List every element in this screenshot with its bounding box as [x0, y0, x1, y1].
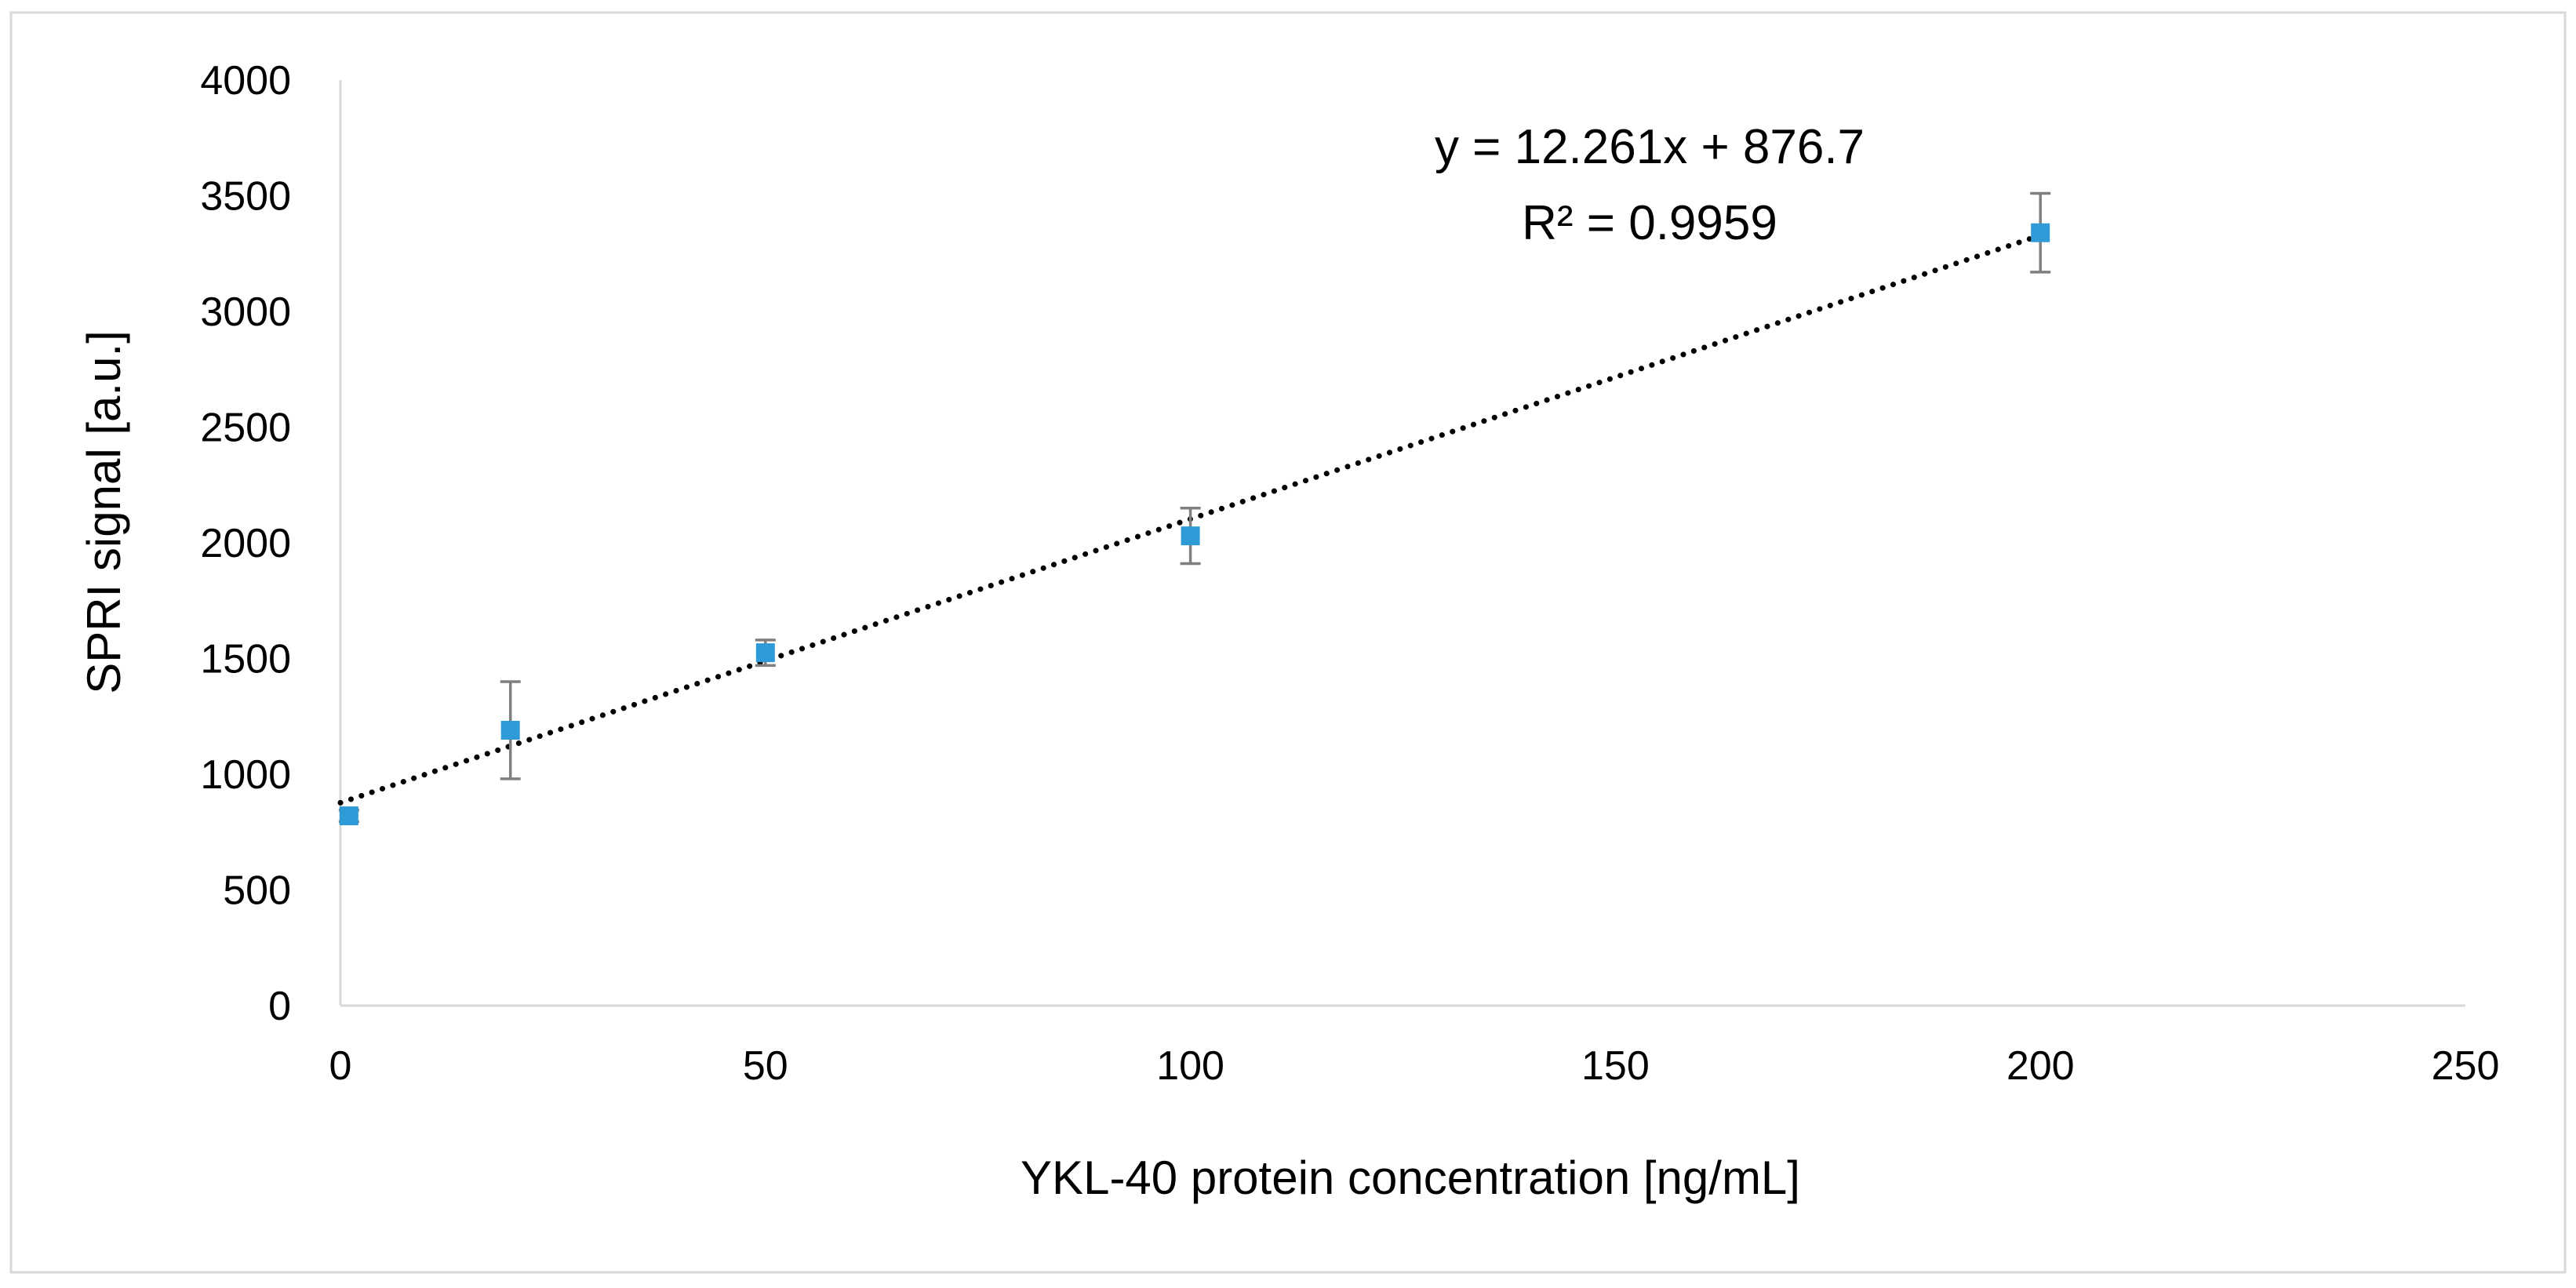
data-point — [500, 720, 520, 740]
data-points — [339, 223, 2050, 826]
x-tick-label: 200 — [2007, 1043, 2075, 1089]
x-tick-label: 150 — [1581, 1043, 1650, 1089]
chart-frame — [9, 11, 2567, 1274]
y-tick-label: 500 — [223, 868, 291, 914]
trendline-r-squared: R² = 0.9959 — [1522, 196, 1777, 250]
x-axis: 0 50 100 150 200 250 — [329, 1004, 2500, 1089]
data-point — [755, 643, 775, 663]
y-tick-label: 3500 — [200, 174, 291, 220]
y-axis: 0 500 1000 1500 2000 2500 3000 3500 4000 — [200, 58, 342, 1029]
y-tick-label: 0 — [268, 984, 291, 1029]
y-tick-label: 1500 — [200, 637, 291, 682]
y-tick-label: 2500 — [200, 406, 291, 451]
y-tick-label: 1000 — [200, 752, 291, 798]
y-tick-label: 4000 — [200, 58, 291, 104]
x-tick-label: 0 — [329, 1043, 352, 1089]
x-tick-label: 100 — [1156, 1043, 1224, 1089]
x-axis-title: YKL-40 protein concentration [ng/mL] — [1021, 1152, 1800, 1204]
x-tick-label: 250 — [2432, 1043, 2500, 1089]
y-tick-label: 2000 — [200, 521, 291, 566]
data-point — [339, 806, 358, 826]
x-tick-label: 50 — [743, 1043, 788, 1089]
y-tick-label: 3000 — [200, 289, 291, 335]
data-point — [1181, 526, 1200, 546]
y-axis-title: SPRI signal [a.u.] — [78, 330, 130, 694]
data-point — [2031, 223, 2050, 242]
trendline-equation: y = 12.261x + 876.7 — [1435, 120, 1865, 174]
